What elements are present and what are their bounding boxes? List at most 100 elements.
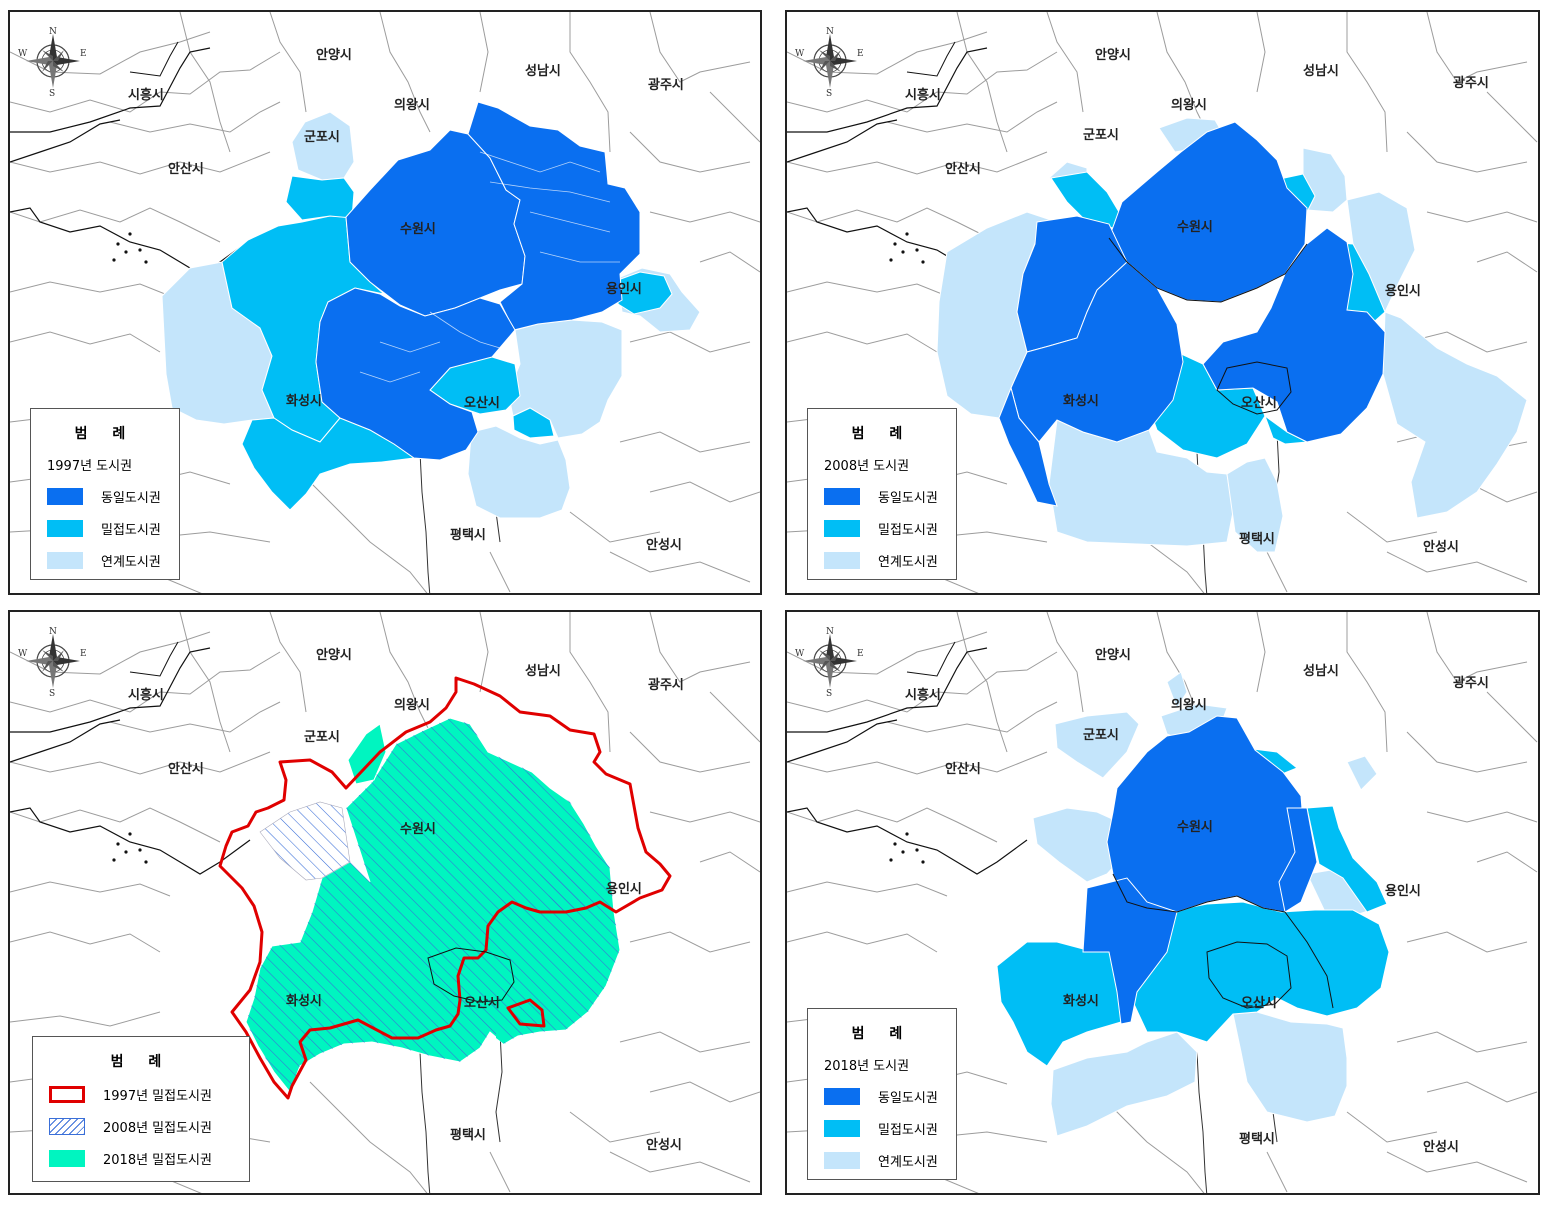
city-label-siheung: 시흥시 <box>128 88 164 103</box>
legend-item-label: 연계도시권 <box>101 555 161 570</box>
city-label-anyang: 안양시 <box>316 648 352 663</box>
city-label-anyang: 안양시 <box>316 48 352 63</box>
swatch-same <box>47 488 83 505</box>
city-label-gwangju: 광주시 <box>1453 676 1489 691</box>
swatch-2008-hatch <box>49 1118 85 1135</box>
legend: 범 례 1997년 도시권 동일도시권 밀접도시권 연계도시권 <box>30 408 180 580</box>
legend-item-2018: 2018년 밀접도시권 <box>49 1149 249 1168</box>
city-label-gunpo: 군포시 <box>304 730 340 745</box>
city-label-anseong: 안성시 <box>646 1138 682 1153</box>
legend-title: 범 례 <box>110 1054 172 1070</box>
city-label-yongin: 용인시 <box>606 282 642 297</box>
city-label-yongin: 용인시 <box>1385 284 1421 299</box>
city-label-uiwang: 의왕시 <box>1171 98 1207 113</box>
swatch-close <box>824 1120 860 1137</box>
legend-item-2008: 2008년 밀접도시권 <box>49 1117 249 1136</box>
compass-w: W <box>18 49 28 59</box>
city-label-suwon: 수원시 <box>400 822 436 837</box>
map-panel-1997: N S E W 안양시 성남시 광주시 시흥시 의왕시 군포시 안산시 수원시 용인시 화성시 오산… <box>8 10 762 595</box>
swatch-linked <box>824 1152 860 1169</box>
city-label-anyang: 안양시 <box>1095 648 1131 663</box>
city-label-suwon: 수원시 <box>1177 220 1213 235</box>
legend-item-label: 밀접도시권 <box>878 523 938 538</box>
legend-item-1997: 1997년 밀접도시권 <box>49 1085 249 1104</box>
compass-rose-icon: N S E W <box>795 627 864 696</box>
compass-s: S <box>49 89 55 96</box>
swatch-2018-fill <box>49 1150 85 1167</box>
city-label-ansan: 안산시 <box>945 762 981 777</box>
compass-e: E <box>857 49 864 59</box>
city-label-uiwang: 의왕시 <box>1171 698 1207 713</box>
city-label-suwon: 수원시 <box>1177 820 1213 835</box>
legend-item-label: 밀접도시권 <box>878 1123 938 1138</box>
city-label-gunpo: 군포시 <box>1083 128 1119 143</box>
compass-n: N <box>49 627 57 637</box>
city-label-pyeongtaek: 평택시 <box>1239 532 1275 547</box>
legend-item-label: 연계도시권 <box>878 1155 938 1170</box>
compass-n: N <box>826 627 834 637</box>
city-label-suwon: 수원시 <box>400 222 436 237</box>
city-label-pyeongtaek: 평택시 <box>450 528 486 543</box>
swatch-close <box>824 520 860 537</box>
city-label-anseong: 안성시 <box>1423 540 1459 555</box>
legend-item-label: 2008년 밀접도시권 <box>103 1121 212 1136</box>
city-label-hwaseong: 화성시 <box>286 994 322 1009</box>
legend-item-linked: 연계도시권 <box>824 551 956 570</box>
legend-subtitle: 2018년 도시권 <box>824 1059 910 1074</box>
compass-e: E <box>80 649 87 659</box>
city-label-gunpo: 군포시 <box>304 130 340 145</box>
compass-rose-icon: N S E W <box>18 627 87 696</box>
compass-e: E <box>857 649 864 659</box>
city-label-hwaseong: 화성시 <box>286 394 322 409</box>
legend: 범 례 1997년 밀접도시권 2008년 밀접도시권 2018년 밀접도시권 <box>32 1036 250 1182</box>
legend: 범 례 2008년 도시권 동일도시권 밀접도시권 연계도시권 <box>807 408 957 580</box>
legend-item-label: 동일도시권 <box>101 491 161 506</box>
city-label-ansan: 안산시 <box>945 162 981 177</box>
legend-item-same: 동일도시권 <box>824 1087 956 1106</box>
compass-w: W <box>795 649 805 659</box>
legend-item-label: 2018년 밀접도시권 <box>103 1153 212 1168</box>
legend-item-close: 밀접도시권 <box>47 519 179 538</box>
compass-s: S <box>49 689 55 696</box>
compass-rose-icon: N S E W <box>795 27 864 96</box>
city-label-ansan: 안산시 <box>168 162 204 177</box>
swatch-linked <box>824 552 860 569</box>
city-label-pyeongtaek: 평택시 <box>1239 1132 1275 1147</box>
legend-title: 범 례 <box>74 426 136 442</box>
city-label-seongnam: 성남시 <box>1303 664 1339 679</box>
city-label-gunpo: 군포시 <box>1083 728 1119 743</box>
legend-item-same: 동일도시권 <box>824 487 956 506</box>
city-label-gwangju: 광주시 <box>1453 76 1489 91</box>
legend-item-label: 동일도시권 <box>878 491 938 506</box>
city-label-siheung: 시흥시 <box>905 88 941 103</box>
swatch-linked <box>47 552 83 569</box>
city-label-anyang: 안양시 <box>1095 48 1131 63</box>
compass-rose-icon: N S E W <box>18 27 87 96</box>
city-label-osan: 오산시 <box>1241 996 1277 1011</box>
compass-s: S <box>826 689 832 696</box>
city-label-anseong: 안성시 <box>1423 1140 1459 1155</box>
city-label-hwaseong: 화성시 <box>1063 994 1099 1009</box>
city-label-yongin: 용인시 <box>1385 884 1421 899</box>
city-label-ansan: 안산시 <box>168 762 204 777</box>
swatch-same <box>824 488 860 505</box>
city-label-gwangju: 광주시 <box>648 678 684 693</box>
city-label-osan: 오산시 <box>464 996 500 1011</box>
legend-item-label: 동일도시권 <box>878 1091 938 1106</box>
city-label-hwaseong: 화성시 <box>1063 394 1099 409</box>
legend-title: 범 례 <box>851 1026 913 1042</box>
compass-e: E <box>80 49 87 59</box>
swatch-1997-outline <box>49 1086 85 1103</box>
compass-w: W <box>795 49 805 59</box>
legend-item-close: 밀접도시권 <box>824 1119 956 1138</box>
city-label-seongnam: 성남시 <box>525 64 561 79</box>
legend-item-label: 밀접도시권 <box>101 523 161 538</box>
swatch-same <box>824 1088 860 1105</box>
city-label-uiwang: 의왕시 <box>394 698 430 713</box>
city-label-pyeongtaek: 평택시 <box>450 1128 486 1143</box>
legend-subtitle: 2008년 도시권 <box>824 459 910 474</box>
city-label-osan: 오산시 <box>1241 396 1277 411</box>
city-label-osan: 오산시 <box>464 396 500 411</box>
city-label-gwangju: 광주시 <box>648 78 684 93</box>
city-label-seongnam: 성남시 <box>525 664 561 679</box>
